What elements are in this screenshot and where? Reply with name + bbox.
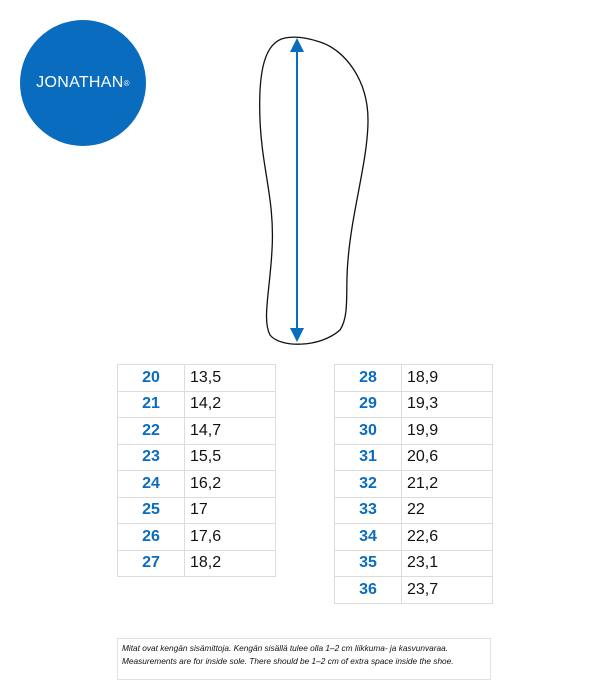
size-row: 34 22,6 bbox=[334, 523, 493, 551]
note-finnish: Mitat ovat kengän sisämittoja. Kengän si… bbox=[122, 643, 449, 653]
arrow-head-top bbox=[290, 38, 304, 52]
shoe-size: 21 bbox=[117, 390, 185, 418]
insole-length: 18,9 bbox=[401, 364, 493, 392]
size-row: 25 17 bbox=[117, 496, 276, 524]
insole-length: 16,2 bbox=[184, 470, 276, 498]
size-row: 31 20,6 bbox=[334, 443, 493, 471]
shoe-size: 26 bbox=[117, 523, 185, 551]
insole-length: 17 bbox=[184, 496, 276, 524]
size-row: 22 14,7 bbox=[117, 417, 276, 445]
shoe-size: 23 bbox=[117, 443, 185, 471]
shoe-size: 24 bbox=[117, 470, 185, 498]
insole-length: 22,6 bbox=[401, 523, 493, 551]
insole-length: 23,1 bbox=[401, 549, 493, 577]
insole-length: 22 bbox=[401, 496, 493, 524]
jonathan-logo: JONATHAN ® bbox=[20, 20, 146, 146]
size-table-right: 28 18,9 29 19,3 30 19,9 31 20,6 32 21,2 33 22 34 22,6… bbox=[334, 364, 493, 604]
insole-length: 14,7 bbox=[184, 417, 276, 445]
shoe-size: 33 bbox=[334, 496, 402, 524]
shoe-size: 32 bbox=[334, 470, 402, 498]
size-row: 33 22 bbox=[334, 496, 493, 524]
size-note: Mitat ovat kengän sisämittoja. Kengän si… bbox=[117, 638, 491, 680]
size-row: 26 17,6 bbox=[117, 523, 276, 551]
size-row: 28 18,9 bbox=[334, 364, 493, 392]
insole-length: 18,2 bbox=[184, 549, 276, 577]
logo-text: JONATHAN bbox=[36, 74, 124, 91]
shoe-size: 30 bbox=[334, 417, 402, 445]
size-row: 21 14,2 bbox=[117, 390, 276, 418]
size-row: 36 23,7 bbox=[334, 576, 493, 604]
insole-outline bbox=[259, 36, 369, 345]
insole-length: 19,9 bbox=[401, 417, 493, 445]
insole-length: 17,6 bbox=[184, 523, 276, 551]
insole-length: 13,5 bbox=[184, 364, 276, 392]
insole-length: 20,6 bbox=[401, 443, 493, 471]
shoe-size: 35 bbox=[334, 549, 402, 577]
shoe-size: 25 bbox=[117, 496, 185, 524]
size-row: 20 13,5 bbox=[117, 364, 276, 392]
shoe-size: 20 bbox=[117, 364, 185, 392]
shoe-size: 34 bbox=[334, 523, 402, 551]
shoe-size: 36 bbox=[334, 576, 402, 604]
insole-length: 15,5 bbox=[184, 443, 276, 471]
size-table-left: 20 13,5 21 14,2 22 14,7 23 15,5 24 16,2 25 17 26 17,6… bbox=[117, 364, 276, 577]
shoe-size: 28 bbox=[334, 364, 402, 392]
size-row: 27 18,2 bbox=[117, 549, 276, 577]
insole-length: 21,2 bbox=[401, 470, 493, 498]
arrow-head-bottom bbox=[290, 328, 304, 342]
insole-length: 14,2 bbox=[184, 390, 276, 418]
note-english: Measurements are for inside sole. There … bbox=[122, 656, 454, 666]
size-row: 24 16,2 bbox=[117, 470, 276, 498]
trademark: ® bbox=[123, 78, 130, 88]
size-row: 35 23,1 bbox=[334, 549, 493, 577]
insole-length: 23,7 bbox=[401, 576, 493, 604]
shoe-size: 22 bbox=[117, 417, 185, 445]
shoe-size: 31 bbox=[334, 443, 402, 471]
insole-diagram bbox=[259, 36, 369, 345]
insole-length: 19,3 bbox=[401, 390, 493, 418]
shoe-size: 29 bbox=[334, 390, 402, 418]
size-row: 30 19,9 bbox=[334, 417, 493, 445]
shoe-size: 27 bbox=[117, 549, 185, 577]
size-row: 29 19,3 bbox=[334, 390, 493, 418]
size-row: 23 15,5 bbox=[117, 443, 276, 471]
size-row: 32 21,2 bbox=[334, 470, 493, 498]
